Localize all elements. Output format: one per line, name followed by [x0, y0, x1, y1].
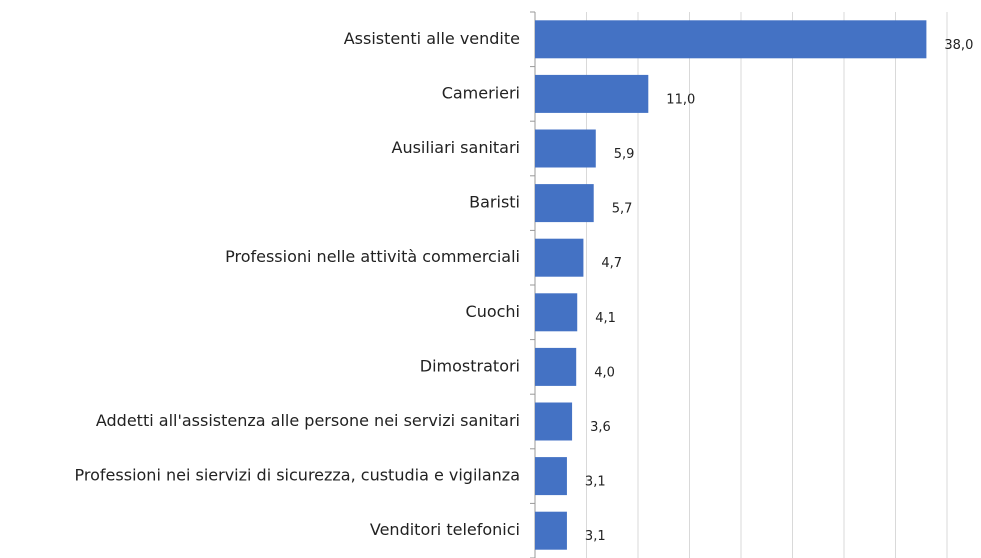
value-label: 3,1 [585, 475, 606, 490]
bar [535, 293, 578, 332]
bar [535, 238, 584, 277]
bar [535, 20, 927, 59]
bar [535, 184, 594, 223]
value-label: 3,1 [585, 529, 606, 544]
category-label: Ausiliari sanitari [392, 138, 521, 157]
category-label: Professioni nelle attività commerciali [225, 247, 520, 266]
bar [535, 74, 649, 113]
bar [535, 129, 596, 168]
category-label: Baristi [469, 193, 520, 212]
category-label: Camerieri [442, 83, 520, 102]
category-label: Professioni nei siervizi di sicurezza, c… [75, 466, 520, 485]
category-label: Assistenti alle vendite [344, 29, 520, 48]
category-label: Venditori telefonici [370, 520, 520, 539]
bar [535, 402, 573, 441]
value-label: 11,0 [666, 92, 695, 107]
value-label: 4,7 [601, 256, 622, 271]
value-label: 5,7 [612, 202, 633, 217]
category-label: Dimostratori [420, 356, 520, 375]
category-label: Addetti all'assistenza alle persone nei … [96, 411, 520, 430]
value-label: 3,6 [590, 420, 611, 435]
bar [535, 511, 567, 550]
value-label: 38,0 [944, 38, 973, 53]
category-label: Cuochi [466, 302, 520, 321]
bar [535, 457, 567, 496]
value-label: 4,0 [594, 365, 615, 380]
value-label: 4,1 [595, 311, 616, 326]
bar [535, 347, 577, 386]
value-label: 5,9 [614, 147, 635, 162]
